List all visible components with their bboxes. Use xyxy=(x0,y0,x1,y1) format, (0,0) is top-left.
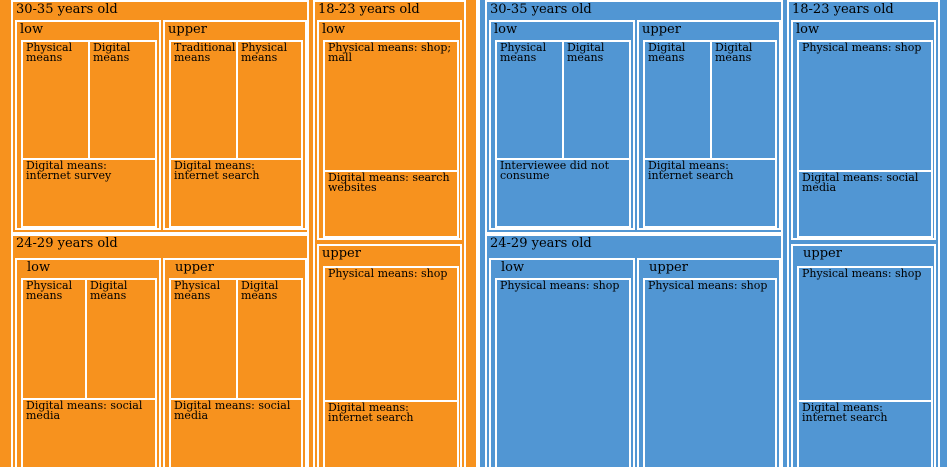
left-30-35-low: low Physical means Digital means Digital… xyxy=(15,20,161,230)
left-30-35-low-cell-2: Digital means xyxy=(88,40,157,160)
right-18-23-low-top-label: Physical means: shop xyxy=(802,41,922,54)
left-18-23-upper-top-label: Physical means: shop xyxy=(328,267,448,280)
left-30-35-upper-cell-2: Physical means xyxy=(236,40,303,160)
right-24-29-low-label: low xyxy=(501,260,525,275)
left-24-29-low-bottom: Digital means: social media xyxy=(21,398,157,470)
left-18-23-low-top-label: Physical means: shop; mall xyxy=(328,41,452,65)
right-30-35-upper-cell-1: Digital means xyxy=(643,40,712,160)
left-18-23-upper-bottom: Digital means: internet search xyxy=(323,400,459,470)
right-30-35-upper-bottom: Digital means: internet search xyxy=(643,158,777,228)
right-30-35-low-bottom: Interviewee did not consume xyxy=(495,158,631,228)
right-30-35-upper-label: upper xyxy=(642,22,681,37)
left-age-30-35: 30-35 years old low Physical means Digit… xyxy=(11,0,309,234)
left-24-29-low-cell-1: Physical means xyxy=(21,278,87,400)
right-30-35-low-cell-1: Physical means xyxy=(495,40,564,160)
left-18-23-upper-bottom-label: Digital means: internet search xyxy=(328,401,414,425)
right-18-23-low-bottom: Digital means: social media xyxy=(797,170,933,238)
right-30-35-low-bottom-label: Interviewee did not consume xyxy=(500,159,610,183)
right-30-35-low: low Physical means Digital means Intervi… xyxy=(489,20,635,230)
left-30-35-low-cell-2-label: Digital means xyxy=(93,41,131,65)
left-24-29-upper-label: upper xyxy=(175,260,214,275)
right-18-23-low: low Physical means: shop Digital means: … xyxy=(791,20,936,240)
left-30-35-upper-label: upper xyxy=(168,22,207,37)
left-30-35-upper-bottom-label: Digital means: internet search xyxy=(174,159,260,183)
left-24-29-upper-cell-2: Digital means xyxy=(236,278,303,400)
left-age-18-23: 18-23 years old low Physical means: shop… xyxy=(313,0,466,472)
right-18-23-upper-bottom: Digital means: internet search xyxy=(797,400,933,470)
left-18-23-low-bottom: Digital means: search websites xyxy=(323,170,459,238)
right-18-23-low-bottom-label: Digital means: social media xyxy=(802,171,919,195)
right-age-30-35-label: 30-35 years old xyxy=(490,2,592,17)
right-24-29-upper-top: Physical means: shop xyxy=(643,278,777,470)
right-30-35-upper: upper Digital means Digital means Digita… xyxy=(637,20,781,230)
right-24-29-low: low Physical means: shop xyxy=(489,258,635,472)
right-30-35-low-label: low xyxy=(494,22,518,37)
left-30-35-low-cell-1: Physical means xyxy=(21,40,90,160)
left-18-23-low-bottom-label: Digital means: search websites xyxy=(328,171,450,195)
right-age-18-23: 18-23 years old low Physical means: shop… xyxy=(787,0,940,472)
left-30-35-upper-cell-1: Traditional means xyxy=(169,40,238,160)
right-18-23-upper-top-label: Physical means: shop xyxy=(802,267,922,280)
left-30-35-upper-cell-2-label: Physical means xyxy=(241,41,288,65)
right-30-35-low-cell-1-label: Physical means xyxy=(500,41,547,65)
right-age-24-29: 24-29 years old low Physical means: shop… xyxy=(485,234,783,472)
right-age-30-35: 30-35 years old low Physical means Digit… xyxy=(485,0,783,234)
left-24-29-upper-bottom: Digital means: social media xyxy=(169,398,303,470)
left-24-29-low-bottom-label: Digital means: social media xyxy=(26,399,143,423)
right-18-23-low-top: Physical means: shop xyxy=(797,40,933,172)
left-30-35-low-bottom: Digital means: internet survey xyxy=(21,158,157,228)
left-age-24-29: 24-29 years old low Physical means Digit… xyxy=(11,234,309,472)
right-30-35-upper-cell-2: Digital means xyxy=(710,40,777,160)
right-age-24-29-label: 24-29 years old xyxy=(490,236,592,251)
right-age-18-23-label: 18-23 years old xyxy=(792,2,894,17)
left-30-35-low-label: low xyxy=(20,22,44,37)
left-18-23-upper: upper Physical means: shop Digital means… xyxy=(317,244,462,472)
left-18-23-low-label: low xyxy=(322,22,346,37)
right-24-29-upper-top-label: Physical means: shop xyxy=(648,279,768,292)
left-30-35-low-cell-1-label: Physical means xyxy=(26,41,73,65)
right-18-23-upper-label: upper xyxy=(803,246,842,261)
left-30-35-upper: upper Traditional means Physical means D… xyxy=(163,20,307,230)
left-24-29-low: low Physical means Digital means Digital… xyxy=(15,258,161,472)
left-18-23-low-top: Physical means: shop; mall xyxy=(323,40,459,172)
left-24-29-upper-cell-1-label: Physical means xyxy=(174,279,221,303)
left-18-23-low: low Physical means: shop; mall Digital m… xyxy=(317,20,462,240)
right-18-23-upper-top: Physical means: shop xyxy=(797,266,933,402)
right-18-23-upper: upper Physical means: shop Digital means… xyxy=(791,244,936,472)
left-treemap: 30-35 years old low Physical means Digit… xyxy=(0,0,476,472)
left-24-29-low-cell-2: Digital means xyxy=(85,278,157,400)
left-24-29-upper-cell-2-label: Digital means xyxy=(241,279,279,303)
left-24-29-low-cell-1-label: Physical means xyxy=(26,279,73,303)
left-24-29-low-cell-2-label: Digital means xyxy=(90,279,128,303)
right-18-23-upper-bottom-label: Digital means: internet search xyxy=(802,401,888,425)
left-30-35-upper-bottom: Digital means: internet search xyxy=(169,158,303,228)
right-24-29-low-top: Physical means: shop xyxy=(495,278,631,470)
right-30-35-low-cell-2-label: Digital means xyxy=(567,41,605,65)
left-30-35-upper-cell-1-label: Traditional means xyxy=(174,41,236,65)
right-18-23-low-label: low xyxy=(796,22,820,37)
left-age-30-35-label: 30-35 years old xyxy=(16,2,118,17)
left-age-24-29-label: 24-29 years old xyxy=(16,236,118,251)
right-30-35-upper-cell-1-label: Digital means xyxy=(648,41,686,65)
left-age-18-23-label: 18-23 years old xyxy=(318,2,420,17)
left-18-23-upper-top: Physical means: shop xyxy=(323,266,459,402)
right-treemap: 30-35 years old low Physical means Digit… xyxy=(480,0,947,472)
right-30-35-upper-cell-2-label: Digital means xyxy=(715,41,753,65)
left-24-29-low-label: low xyxy=(27,260,51,275)
right-24-29-upper-label: upper xyxy=(649,260,688,275)
left-24-29-upper-cell-1: Physical means xyxy=(169,278,238,400)
left-18-23-upper-label: upper xyxy=(322,246,361,261)
left-24-29-upper-bottom-label: Digital means: social media xyxy=(174,399,291,423)
right-24-29-upper: upper Physical means: shop xyxy=(637,258,781,472)
right-24-29-low-top-label: Physical means: shop xyxy=(500,279,620,292)
right-30-35-upper-bottom-label: Digital means: internet search xyxy=(648,159,734,183)
right-30-35-low-cell-2: Digital means xyxy=(562,40,631,160)
left-30-35-low-bottom-label: Digital means: internet survey xyxy=(26,159,112,183)
left-24-29-upper: upper Physical means Digital means Digit… xyxy=(163,258,307,472)
